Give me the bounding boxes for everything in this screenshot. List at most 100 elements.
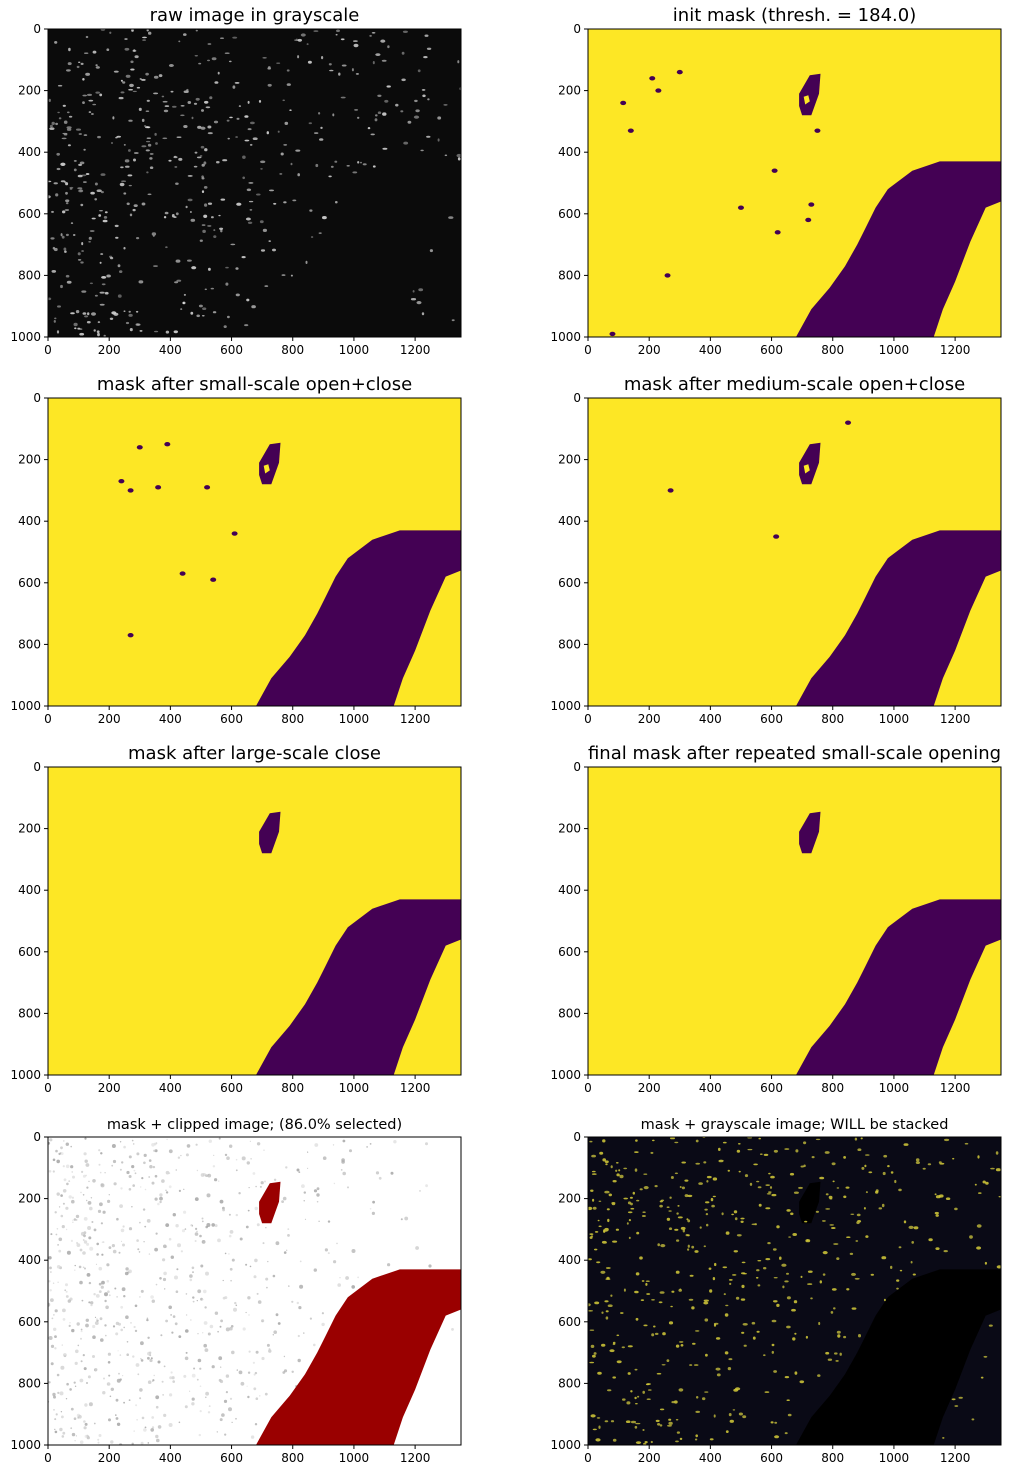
- nucleus: [97, 135, 101, 139]
- texture-speck: [134, 1329, 138, 1333]
- nucleus: [212, 311, 217, 314]
- texture-speck: [79, 1378, 84, 1383]
- texture-speck: [213, 1154, 215, 1156]
- texture-speck: [277, 1322, 281, 1325]
- nucleus: [91, 312, 96, 316]
- nucleus: [109, 317, 114, 320]
- nucleus: [733, 1250, 738, 1253]
- nucleus: [103, 216, 108, 219]
- texture-speck: [85, 1163, 90, 1167]
- x-tick-label: 1000: [339, 343, 370, 357]
- nucleus: [329, 69, 334, 72]
- texture-speck: [194, 1197, 199, 1201]
- nucleus: [81, 290, 87, 293]
- nucleus: [85, 35, 89, 39]
- nucleus: [187, 175, 193, 177]
- y-tick-label: 600: [18, 945, 41, 959]
- nucleus: [687, 1234, 690, 1237]
- texture-speck: [303, 1200, 305, 1202]
- nucleus: [935, 1214, 939, 1217]
- nucleus: [110, 256, 114, 260]
- texture-speck: [108, 1382, 110, 1384]
- nucleus: [627, 1211, 633, 1214]
- nucleus: [706, 1180, 709, 1183]
- texture-speck: [120, 1228, 125, 1233]
- nucleus: [679, 1186, 682, 1188]
- texture-speck: [221, 1413, 225, 1417]
- texture-speck: [316, 1187, 320, 1191]
- texture-speck: [313, 1343, 316, 1347]
- nucleus: [328, 63, 332, 66]
- texture-speck: [339, 1277, 341, 1279]
- nucleus: [740, 1220, 744, 1224]
- nucleus: [740, 1217, 745, 1220]
- x-tick-label: 400: [699, 1451, 722, 1465]
- nucleus: [60, 180, 66, 183]
- nucleus: [588, 1303, 591, 1307]
- texture-speck: [139, 1388, 143, 1392]
- nucleus: [245, 217, 251, 221]
- texture-speck: [168, 1172, 171, 1175]
- x-tick-label: 400: [159, 1451, 182, 1465]
- texture-speck: [105, 1334, 107, 1337]
- nucleus: [711, 1204, 715, 1208]
- nucleus: [149, 166, 154, 169]
- nucleus: [883, 1298, 886, 1302]
- nucleus: [213, 235, 217, 239]
- texture-speck: [314, 1143, 319, 1147]
- nucleus: [80, 261, 84, 264]
- nucleus: [104, 291, 109, 295]
- texture-speck: [150, 1295, 154, 1299]
- x-tick-label: 200: [98, 1451, 121, 1465]
- nucleus: [630, 1420, 637, 1424]
- nucleus: [799, 1380, 805, 1384]
- texture-speck: [226, 1156, 230, 1160]
- nucleus: [65, 199, 70, 203]
- nucleus: [448, 216, 454, 219]
- texture-speck: [287, 1234, 290, 1237]
- texture-speck: [116, 1217, 119, 1221]
- nucleus: [890, 1171, 894, 1174]
- texture-speck: [83, 1152, 87, 1156]
- nucleus: [695, 1139, 699, 1143]
- mask-hole: [805, 217, 812, 223]
- texture-speck: [185, 1314, 188, 1316]
- texture-speck: [87, 1226, 92, 1230]
- texture-speck: [253, 1373, 256, 1376]
- nucleus: [903, 1220, 907, 1224]
- nucleus: [198, 304, 203, 308]
- nucleus: [54, 41, 58, 44]
- nucleus: [623, 1167, 628, 1170]
- nucleus: [644, 1441, 648, 1444]
- nucleus: [684, 1194, 689, 1198]
- nucleus: [227, 315, 230, 319]
- texture-speck: [283, 1355, 286, 1358]
- texture-speck: [203, 1343, 207, 1348]
- nucleus: [146, 126, 151, 129]
- texture-speck: [123, 1295, 126, 1298]
- texture-speck: [59, 1427, 63, 1432]
- mask-hole: [231, 531, 238, 536]
- nucleus: [369, 34, 372, 37]
- x-tick-label: 0: [584, 712, 592, 726]
- texture-speck: [104, 1299, 107, 1303]
- nucleus: [843, 1335, 847, 1339]
- texture-speck: [62, 1189, 67, 1193]
- nucleus: [641, 1215, 646, 1217]
- y-tick-label: 600: [558, 576, 581, 590]
- nucleus: [418, 288, 424, 292]
- nucleus: [146, 140, 151, 143]
- texture-speck: [181, 1229, 186, 1233]
- nucleus: [118, 96, 124, 100]
- texture-speck: [71, 1328, 75, 1333]
- texture-speck: [165, 1170, 170, 1175]
- nucleus: [357, 116, 360, 119]
- nucleus: [757, 1186, 762, 1189]
- texture-speck: [196, 1300, 198, 1302]
- nucleus: [763, 1354, 766, 1357]
- texture-speck: [152, 1165, 156, 1169]
- texture-speck: [247, 1296, 251, 1300]
- nucleus: [244, 115, 249, 118]
- nucleus: [168, 64, 174, 67]
- y-tick-label: 400: [558, 883, 581, 897]
